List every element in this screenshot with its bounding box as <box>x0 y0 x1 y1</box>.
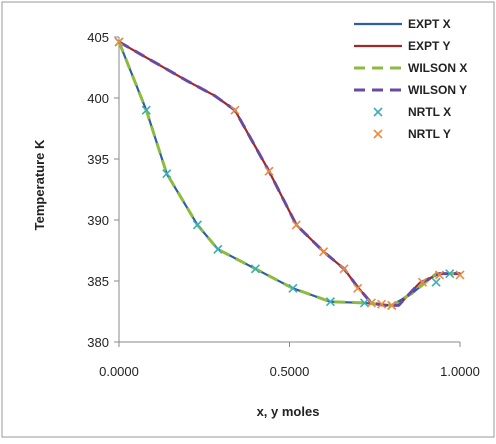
nrtl-x-point <box>141 105 151 115</box>
legend-entry-nrtl-x: NRTL X <box>373 105 451 119</box>
legend-entry-nrtl-y: NRTL Y <box>373 127 451 141</box>
legend-swatch-nrtl-y <box>373 129 383 139</box>
legend-label-nrtl-x: NRTL X <box>408 105 451 119</box>
y-tick-label: 405 <box>87 30 109 45</box>
legend-label-expt-y: EXPT Y <box>408 39 450 53</box>
nrtl-y-point <box>291 220 301 230</box>
legend-label-nrtl-y: NRTL Y <box>408 127 451 141</box>
y-tick-label: 385 <box>87 274 109 289</box>
nrtl-y-point <box>387 300 397 310</box>
nrtl-y-point <box>366 298 376 308</box>
nrtl-x-point <box>213 244 223 254</box>
nrtl-x-point <box>162 169 172 179</box>
nrtl-y-point <box>353 283 363 293</box>
nrtl-x-point <box>431 277 441 287</box>
legend: EXPT X EXPT Y WILSON X WILSON Y NRTL X NRTL Y <box>354 17 467 141</box>
nrtl-y-point <box>455 270 465 280</box>
nrtl-y-point <box>377 299 387 309</box>
x-tick-label: 0.5000 <box>270 364 310 379</box>
tick-labels: 380 385 390 395 400 405 0.0000 0.5000 1.0000 <box>87 30 480 379</box>
legend-label-wilson-y: WILSON Y <box>408 83 467 97</box>
legend-label-wilson-x: WILSON X <box>408 61 467 75</box>
y-tick-label: 395 <box>87 152 109 167</box>
legend-entry-wilson-x: WILSON X <box>354 61 467 75</box>
nrtl-x-point <box>192 220 202 230</box>
legend-entry-wilson-y: WILSON Y <box>354 83 467 97</box>
nrtl-y-point <box>114 37 124 47</box>
x-axis-title: x, y moles <box>257 404 320 419</box>
nrtl-y-point <box>230 105 240 115</box>
y-tick-label: 390 <box>87 213 109 228</box>
nrtl-x-point <box>288 283 298 293</box>
legend-label-expt-x: EXPT X <box>408 17 451 31</box>
nrtl-y-point <box>417 277 428 287</box>
y-tick-label: 380 <box>87 335 109 350</box>
y-tick-label: 400 <box>87 91 109 106</box>
y-axis-title: Temperature K <box>32 139 47 230</box>
nrtl-y-point <box>434 270 445 280</box>
nrtl-x-point <box>359 298 370 308</box>
nrtl-y-point <box>339 264 349 274</box>
legend-entry-expt-x: EXPT X <box>354 17 451 31</box>
nrtl-x-point <box>250 264 260 274</box>
nrtl-y-point <box>264 166 274 176</box>
legend-entry-expt-y: EXPT Y <box>354 39 450 53</box>
legend-swatch-nrtl-x <box>373 107 383 117</box>
x-tick-label: 1.0000 <box>440 364 480 379</box>
axes <box>114 36 461 347</box>
x-tick-label: 0.0000 <box>99 364 139 379</box>
nrtl-y-point <box>319 247 329 257</box>
series-markers <box>114 37 465 310</box>
wilson-y-line <box>118 40 460 307</box>
nrtl-x-point <box>325 297 335 307</box>
nrtl-x-point <box>445 269 455 279</box>
